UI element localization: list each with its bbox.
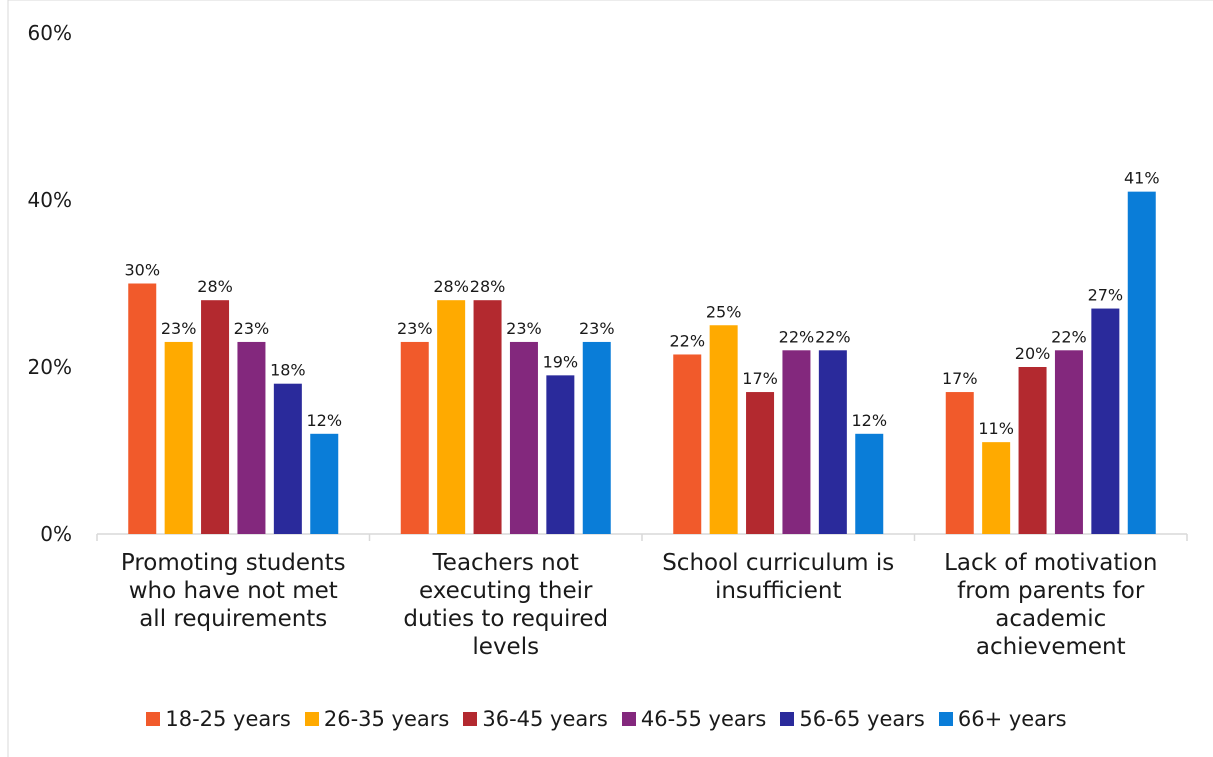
data-label: 41% [1124, 169, 1160, 188]
bar [237, 341, 266, 534]
data-label: 19% [543, 352, 579, 371]
data-label: 20% [1015, 344, 1051, 363]
legend-swatch [304, 712, 319, 726]
bar [855, 433, 884, 534]
category-label: Lack of motivation from parents for academ… [944, 550, 1157, 660]
bar [310, 433, 339, 534]
legend-label: 36-45 years [482, 707, 608, 731]
bar [128, 283, 157, 534]
data-label: 22% [779, 327, 815, 346]
category-label: School curriculum is insufficient [662, 550, 894, 604]
legend-swatch [146, 712, 161, 726]
bar [273, 383, 302, 534]
data-label: 22% [815, 327, 851, 346]
bar [546, 375, 575, 534]
data-label: 30% [124, 261, 160, 280]
y-tick-label: 0% [40, 522, 72, 546]
bar [982, 442, 1011, 534]
data-label: 28% [197, 277, 233, 296]
data-label: 17% [942, 369, 978, 388]
data-label: 22% [669, 331, 705, 350]
bar [1054, 350, 1083, 534]
bar [437, 300, 466, 534]
bar [582, 341, 611, 534]
bar [1127, 191, 1156, 534]
legend-item: 36-45 years [463, 707, 608, 731]
legend-label: 26-35 years [323, 707, 450, 731]
legend-item: 18-25 years [146, 707, 291, 731]
legend-swatch [621, 712, 636, 726]
bar [400, 341, 429, 534]
legend-item: 26-35 years [304, 707, 450, 731]
data-label: 23% [234, 319, 270, 338]
bar [709, 325, 738, 534]
data-label: 18% [270, 361, 306, 380]
y-tick-label: 20% [28, 355, 72, 379]
bar [1018, 367, 1047, 534]
data-label: 11% [978, 419, 1014, 438]
legend-swatch [463, 712, 478, 726]
data-label: 25% [706, 302, 742, 321]
bar [473, 300, 502, 534]
bar [164, 341, 193, 534]
category-label: Promoting students who have not met all re… [121, 550, 346, 632]
data-label: 22% [1051, 327, 1087, 346]
legend-swatch [938, 712, 953, 726]
bar [673, 354, 702, 534]
data-label: 23% [579, 319, 615, 338]
legend-item: 46-55 years [621, 707, 767, 731]
legend-item: 56-65 years [780, 707, 925, 731]
legend-label: 66+ years [957, 707, 1067, 731]
data-label: 27% [1088, 286, 1124, 305]
data-label: 23% [161, 319, 197, 338]
data-label: 23% [397, 319, 433, 338]
bar [201, 300, 230, 534]
legend-label: 46-55 years [640, 707, 767, 731]
data-label: 23% [506, 319, 542, 338]
y-tick-label: 40% [28, 188, 72, 212]
data-label: 28% [433, 277, 469, 296]
bar [746, 392, 775, 534]
bar [818, 350, 847, 534]
data-label: 17% [742, 369, 778, 388]
bar [945, 392, 974, 534]
bar [509, 341, 538, 534]
legend-label: 56-65 years [799, 707, 925, 731]
category-label: Teachers not executing their duties to req… [403, 550, 608, 660]
legend-swatch [780, 712, 795, 726]
legend-label: 18-25 years [165, 707, 291, 731]
legend: 18-25 years 26-35 years 36-45 years 46-55 y… [0, 704, 1213, 734]
bar [782, 350, 811, 534]
legend-item: 66+ years [938, 707, 1067, 731]
bar [1091, 308, 1120, 534]
data-label: 28% [470, 277, 506, 296]
data-label: 12% [851, 411, 887, 430]
y-tick-label: 60% [28, 21, 72, 45]
data-label: 12% [306, 411, 342, 430]
